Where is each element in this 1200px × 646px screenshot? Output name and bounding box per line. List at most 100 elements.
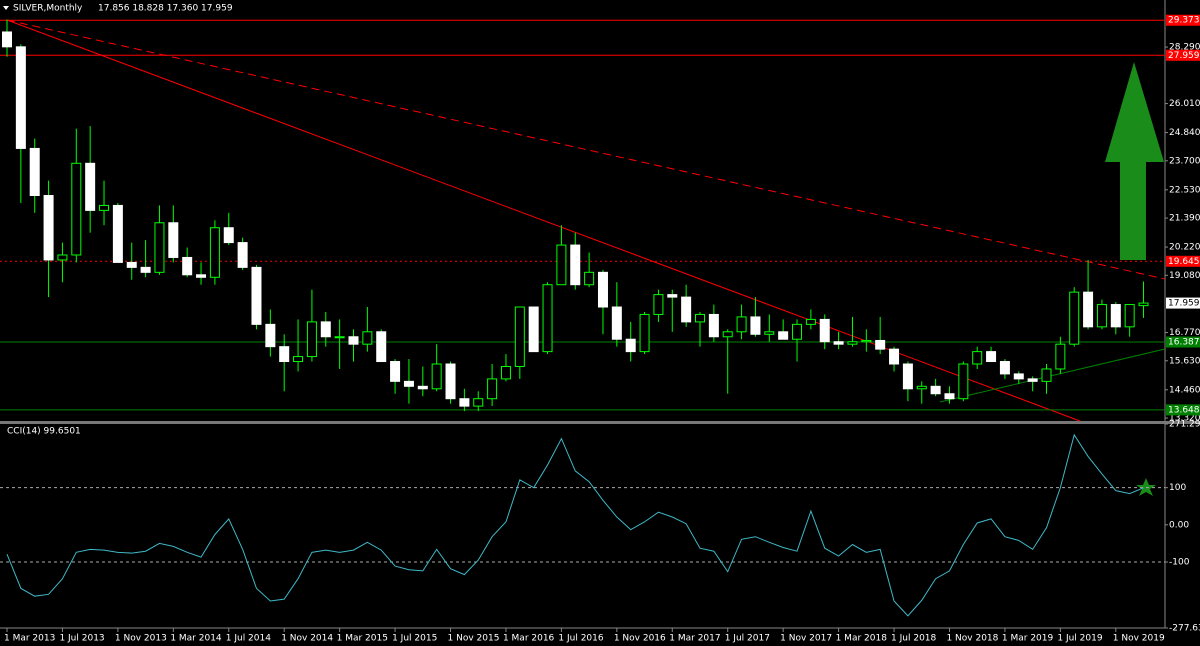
y-tick-label: 23.700: [1169, 156, 1200, 166]
x-tick-label: 1 Nov 2019: [1113, 634, 1165, 644]
candle-body: [584, 271, 595, 286]
candle-body: [293, 356, 304, 363]
level-label: 27.959: [1168, 51, 1200, 61]
menu-triangle: [3, 6, 9, 10]
symbol: SILVER,Monthly: [13, 4, 83, 14]
candle-body: [500, 365, 511, 380]
candle-body: [916, 385, 927, 390]
quote: 17.856 18.828 17.360 17.959: [98, 4, 233, 14]
candle-body: [417, 385, 428, 390]
candle-body: [1041, 368, 1052, 382]
candle-body: [487, 378, 498, 400]
candle-body: [168, 222, 179, 258]
candle-body: [196, 274, 207, 278]
x-tick-label: 1 Nov 2015: [448, 634, 500, 644]
candle-body: [1138, 302, 1149, 307]
candle-body: [154, 222, 165, 273]
x-tick-label: 1 Nov 2014: [281, 634, 333, 644]
level-label: 13.648: [1168, 405, 1200, 415]
candle-body: [85, 162, 96, 211]
candle-body: [764, 331, 775, 335]
candle-body: [639, 313, 650, 353]
candle-body: [875, 339, 886, 350]
x-tick-label: 1 Mar 2014: [170, 634, 222, 644]
x-tick-label: 1 Mar 2013: [4, 634, 55, 644]
candle-body: [362, 331, 373, 345]
candle-body: [833, 341, 844, 345]
candle-body: [376, 331, 387, 363]
y-tick-label: 16.770: [1169, 328, 1200, 338]
y-tick-label: 21.390: [1169, 214, 1200, 224]
candle-body: [1083, 291, 1094, 328]
candle-body: [667, 294, 678, 298]
level-label: 29.373: [1168, 16, 1200, 26]
candle-body: [1096, 304, 1107, 328]
candle-body: [71, 162, 82, 256]
level-label-box: [1166, 336, 1200, 348]
level-label-box: [1166, 49, 1200, 61]
up-arrow: [1105, 62, 1164, 260]
y-tick-label: 0.00: [1169, 520, 1189, 530]
candle-body: [1110, 304, 1121, 328]
candle-body: [736, 316, 747, 333]
candle-body: [958, 363, 969, 400]
candle-body: [43, 195, 54, 261]
candle-body: [334, 336, 345, 339]
candle-body: [805, 318, 816, 325]
y-tick-label: -277.632: [1169, 624, 1200, 634]
candle-body: [390, 361, 401, 382]
candle-body: [348, 336, 359, 345]
candle-body: [792, 323, 803, 340]
y-tick-label: 22.530: [1169, 185, 1200, 195]
x-tick-label: 1 Jul 2013: [59, 634, 104, 644]
candle-body: [99, 204, 110, 211]
candle-body: [223, 227, 234, 244]
candle-body: [514, 306, 525, 367]
candle-body: [681, 296, 692, 323]
candle-body: [944, 393, 955, 400]
candle-body: [570, 244, 581, 286]
candle-body: [625, 338, 636, 353]
x-tick-label: 1 Nov 2016: [614, 634, 666, 644]
x-tick-label: 1 Jul 2016: [558, 634, 603, 644]
candle-body: [29, 147, 40, 197]
candle-body: [237, 242, 248, 268]
candle-body: [2, 31, 12, 48]
x-tick-label: 1 Jul 2019: [1057, 634, 1102, 644]
level-label: 19.645: [1168, 257, 1200, 267]
candle-body: [320, 321, 331, 338]
y-tick-label: -100: [1169, 557, 1190, 567]
candle-body: [112, 204, 123, 263]
x-tick-label: 1 Mar 2017: [669, 634, 720, 644]
level-label-box: [1166, 14, 1200, 26]
candle-body: [140, 266, 151, 273]
candle-body: [708, 313, 719, 338]
pane-separator: [0, 421, 1200, 424]
candle-body: [403, 380, 414, 387]
candle-body: [653, 294, 664, 315]
x-tick-label: 1 Nov 2013: [115, 634, 167, 644]
y-tick-label: 26.010: [1169, 99, 1200, 109]
x-tick-label: 1 Nov 2018: [946, 634, 998, 644]
candle-body: [542, 284, 553, 353]
y-tick-label: 100: [1169, 483, 1186, 493]
y-tick-label: 13.320: [1169, 414, 1200, 424]
candle-body: [597, 271, 608, 308]
candle-body: [902, 363, 913, 390]
x-tick-label: 1 Jul 2018: [891, 634, 936, 644]
trend-line: [6, 19, 1081, 422]
y-tick-label: 15.630: [1169, 356, 1200, 366]
support-line: [939, 348, 1166, 403]
y-tick-label: 24.840: [1169, 128, 1200, 138]
candle-body: [431, 363, 442, 390]
candle-body: [57, 254, 68, 261]
candle-body: [930, 385, 941, 395]
candle-body: [556, 244, 567, 286]
y-tick-label: 19.080: [1169, 271, 1200, 281]
candle-body: [459, 398, 470, 407]
candle-body: [126, 261, 137, 268]
candle-body: [750, 316, 761, 335]
candle-body: [986, 351, 997, 363]
candle-body: [528, 306, 539, 353]
level-label: 16.387: [1168, 338, 1200, 348]
